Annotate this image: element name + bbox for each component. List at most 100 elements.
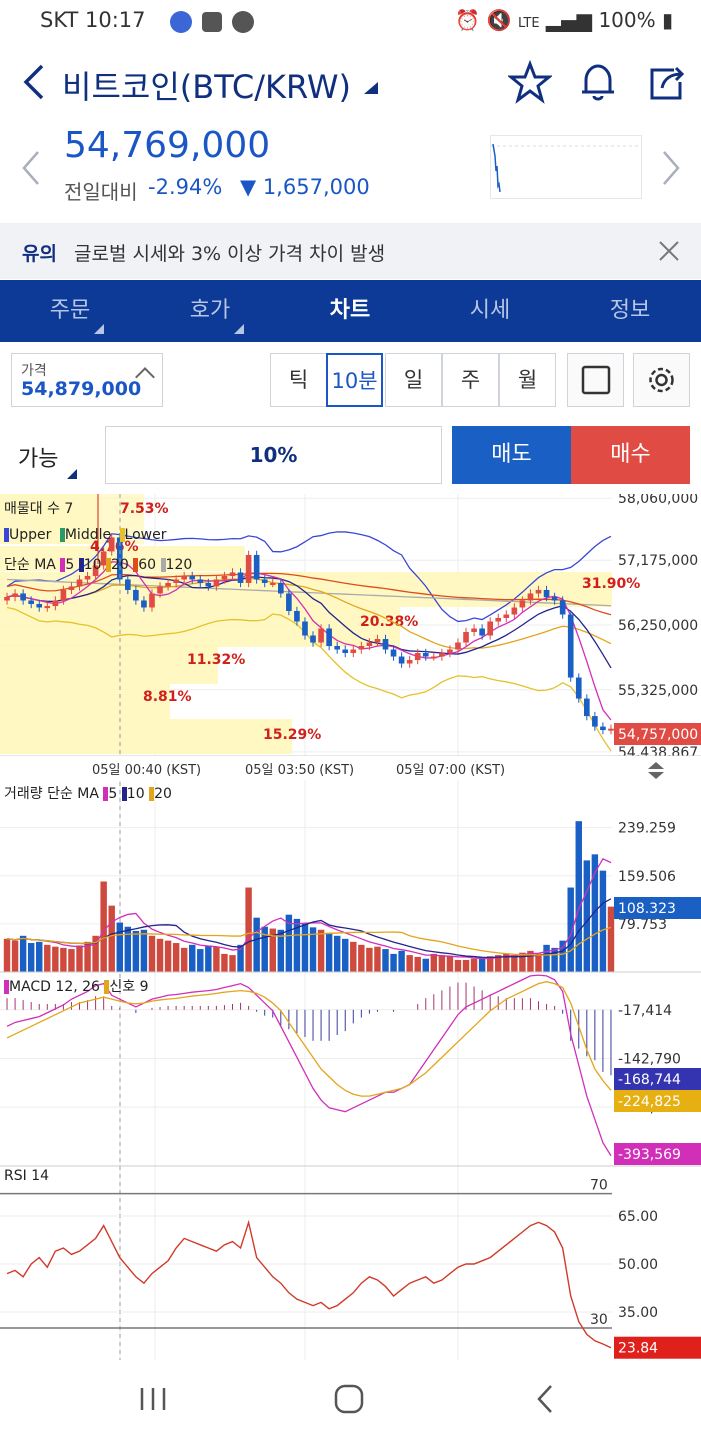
volume-bar: [189, 944, 196, 972]
volume-bar: [229, 955, 236, 972]
candle-body: [535, 589, 542, 594]
last-price-tag: [614, 723, 701, 745]
mini-sparkline[interactable]: [490, 135, 642, 199]
page-title[interactable]: 비트코인(BTC/KRW): [62, 68, 352, 106]
candle-body: [286, 593, 292, 611]
vol-ma20-swatch: [149, 787, 155, 801]
title-dropdown-icon[interactable]: [364, 82, 378, 94]
candle-body: [76, 579, 83, 587]
recent-apps-icon[interactable]: [138, 1386, 168, 1412]
app-header: 비트코인(BTC/KRW): [0, 44, 701, 122]
macd-legend: MACD 12, 26 신호 9: [4, 976, 149, 996]
app-notification-icon: [170, 11, 192, 33]
volume-bar: [301, 923, 309, 972]
volume-bar: [382, 949, 389, 972]
chart-svg[interactable]: 7.53%4.76%31.90%20.38%11.32%8.81%15.29%5…: [0, 494, 701, 1360]
home-icon[interactable]: [334, 1384, 364, 1414]
buy-button[interactable]: 매수: [571, 426, 690, 484]
candle-body: [60, 589, 67, 601]
period-tick-button[interactable]: 틱: [270, 353, 327, 407]
volume-bar: [342, 938, 349, 972]
rsi-axis-label: 65.00: [618, 1209, 658, 1225]
candle-body: [326, 628, 332, 647]
candle-body: [245, 554, 252, 583]
candle-body: [390, 649, 397, 657]
ma20-line: [6, 577, 612, 650]
volume-axis-label: 79.753: [618, 917, 667, 933]
tab-orderbook[interactable]: 호가: [140, 280, 280, 342]
volume-bar: [583, 860, 591, 972]
tab-chart[interactable]: 차트: [329, 298, 371, 323]
candle-body: [165, 582, 171, 587]
ma5-label: 5: [65, 557, 75, 573]
ma120-label: 120: [165, 557, 193, 573]
candle-body: [277, 582, 284, 594]
next-coin-icon[interactable]: [662, 150, 680, 186]
ma20-swatch: [105, 558, 111, 572]
back-icon[interactable]: [18, 62, 50, 102]
vol-ma10-label: 10: [126, 786, 145, 802]
volume-bar: [3, 938, 11, 972]
battery-icon: ▮: [661, 8, 673, 32]
box-notification-icon: [202, 12, 222, 32]
period-month-button[interactable]: 월: [499, 353, 556, 407]
period-day-button[interactable]: 일: [385, 353, 442, 407]
macd-signal-line: [6, 981, 612, 1097]
price-axis-label: 57,175,000: [618, 553, 698, 569]
ma60-line: [6, 572, 612, 616]
chat-notification-icon: [232, 11, 254, 33]
star-icon[interactable]: [508, 60, 552, 104]
ma10-swatch: [78, 558, 84, 572]
volume-bar: [124, 926, 132, 972]
period-week-button[interactable]: 주: [442, 353, 499, 407]
candle-body: [269, 582, 276, 585]
fullscreen-button[interactable]: [567, 353, 624, 407]
volume-last-label: 108.323: [618, 901, 676, 917]
vol-ma5-swatch: [103, 787, 109, 801]
candle-body: [157, 586, 163, 594]
volume-bar: [503, 953, 510, 972]
candle-body: [600, 726, 606, 731]
volume-bar: [543, 944, 550, 972]
prev-coin-icon[interactable]: [22, 150, 40, 186]
volume-bar: [261, 926, 268, 972]
macd-value-label: -393,569: [618, 1147, 681, 1163]
volume-axis-label: 159.506: [618, 869, 676, 885]
available-menu-icon[interactable]: [67, 469, 77, 479]
candle-body: [479, 628, 485, 636]
back-nav-icon[interactable]: [536, 1384, 554, 1414]
available-label[interactable]: 가능: [18, 447, 59, 472]
bell-icon[interactable]: [576, 60, 620, 104]
volume-bar: [422, 958, 429, 972]
candle-body: [253, 554, 260, 580]
volume-profile-block: [0, 684, 170, 719]
percent-selector[interactable]: 10%: [105, 426, 442, 484]
candle-body: [133, 589, 139, 601]
close-icon[interactable]: [658, 240, 680, 262]
volume-bar: [607, 906, 615, 972]
settings-button[interactable]: [633, 353, 690, 407]
candle-body: [36, 603, 43, 608]
change-percent: -2.94%: [148, 175, 223, 199]
alarm-icon: ⏰: [455, 8, 481, 32]
volume-profile-pct-label: 20.38%: [360, 614, 418, 630]
candle-body: [374, 639, 381, 643]
candle-body: [519, 600, 526, 608]
volume-profile-block: [0, 644, 218, 684]
macd-axis-label: -17,414: [618, 1003, 672, 1019]
tab-info[interactable]: 정보: [609, 298, 651, 323]
tab-quotes[interactable]: 시세: [469, 298, 511, 323]
sell-button[interactable]: 매도: [452, 426, 571, 484]
price-selector[interactable]: 가격 54,879,000: [11, 353, 163, 407]
candle-body: [302, 621, 308, 636]
volume-bar: [60, 947, 67, 972]
status-bar: SKT 10:17 ⏰ 🔇 LTE ▂▄▆ 100% ▮: [0, 0, 701, 44]
share-icon[interactable]: [644, 60, 688, 104]
ma-legend: 단순 MA 5 10 20 60 120: [4, 554, 192, 574]
chart-area[interactable]: 7.53%4.76%31.90%20.38%11.32%8.81%15.29%5…: [0, 494, 701, 1360]
period-10min-button[interactable]: 10분: [326, 353, 383, 407]
rsi-axis-label: 50.00: [618, 1257, 658, 1273]
candle-body: [608, 728, 614, 731]
candle-body: [44, 606, 51, 609]
tab-order[interactable]: 주문: [0, 280, 140, 342]
